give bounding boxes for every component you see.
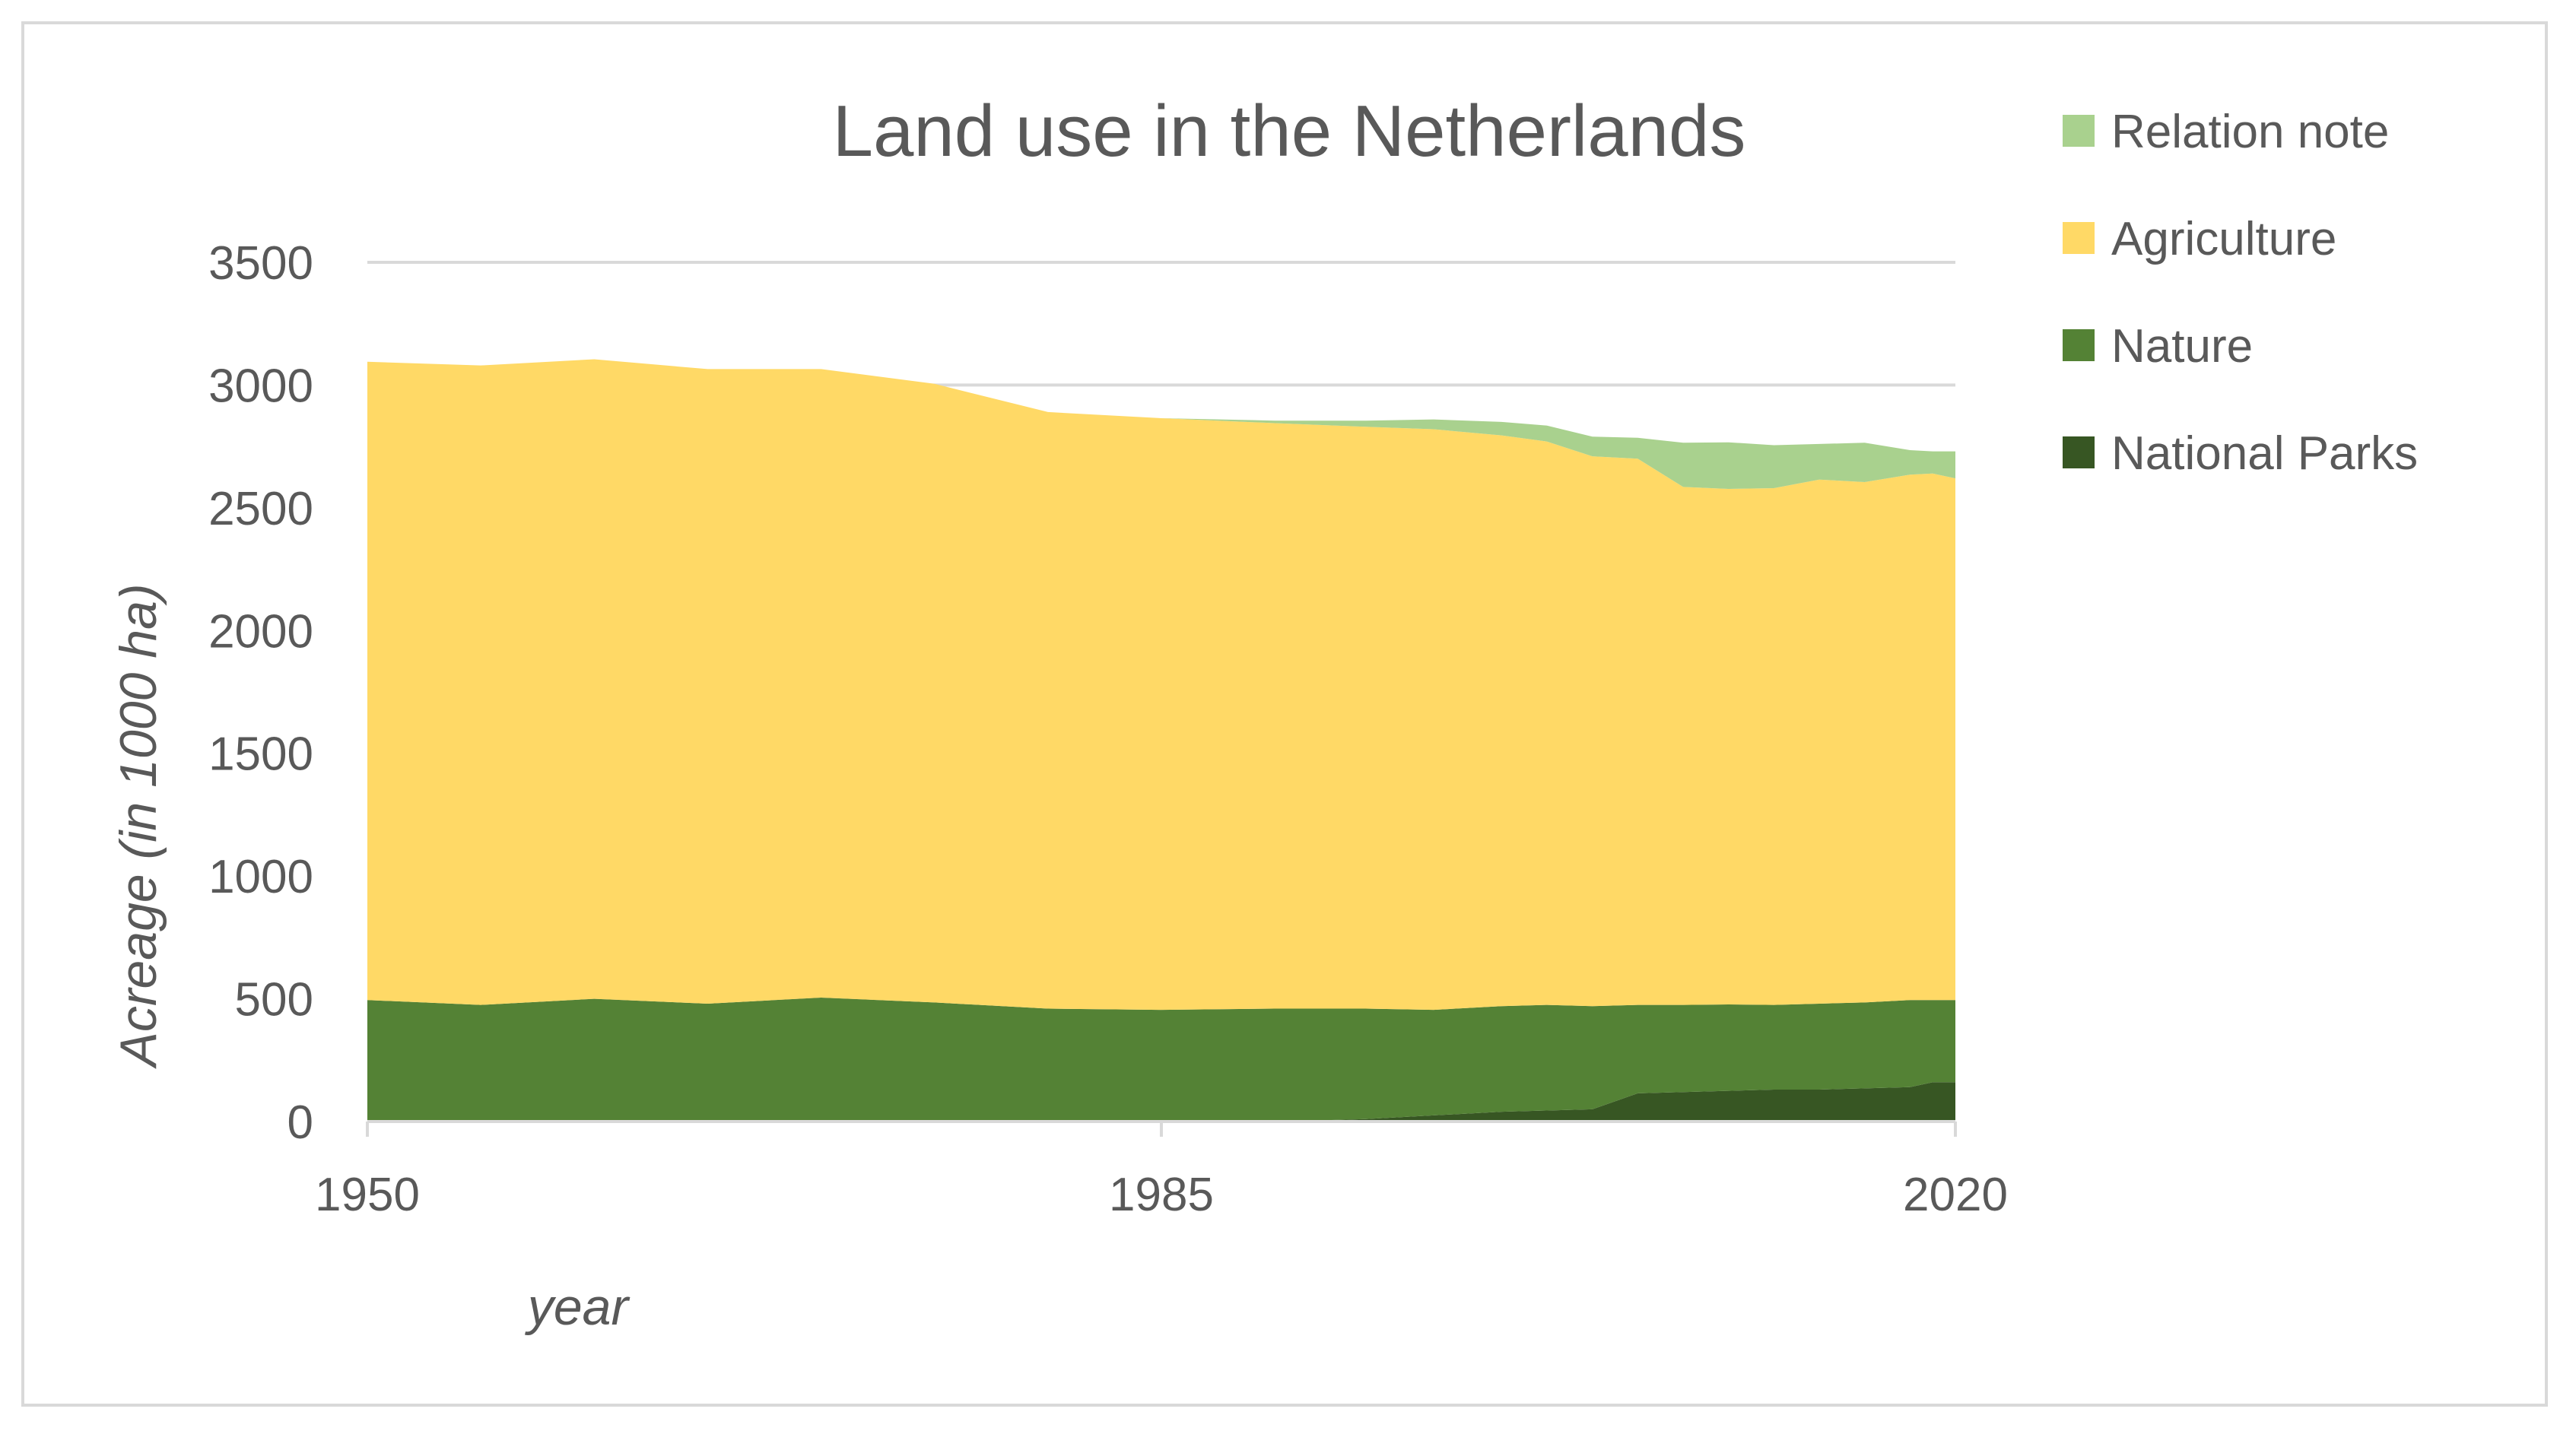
y-tick-label-3500: 3500 — [208, 237, 313, 290]
y-tick-label-1500: 1500 — [208, 728, 313, 781]
legend-label-nature: Nature — [2111, 320, 2253, 373]
legend-label-national-parks: National Parks — [2111, 427, 2418, 480]
area-relation-note — [367, 359, 1955, 489]
x-axis-title: year — [525, 1278, 631, 1336]
legend-label-agriculture: Agriculture — [2111, 213, 2336, 265]
area-agriculture — [367, 359, 1955, 1011]
y-axis-title: Acreage (in 1000 ha) — [110, 583, 167, 1069]
area-nature — [367, 998, 1955, 1122]
legend-swatch-national-parks — [2063, 436, 2095, 468]
y-tick-label-2500: 2500 — [208, 483, 313, 535]
y-tick-label-3000: 3000 — [208, 360, 313, 412]
y-tick-label-2000: 2000 — [208, 605, 313, 658]
chart-title: Land use in the Netherlands — [833, 90, 1746, 172]
axes: 0 500 1000 1500 2000 2500 3000 3500 1950 1985 2020 — [208, 237, 2008, 1221]
area-national-parks — [367, 1082, 1955, 1122]
legend-label-relation-note: Relation note — [2111, 106, 2389, 158]
y-tick-label-1000: 1000 — [208, 851, 313, 903]
x-tick-label-2020: 2020 — [1903, 1169, 2008, 1221]
x-tick-label-1950: 1950 — [315, 1169, 420, 1221]
legend-swatch-relation-note — [2063, 115, 2095, 147]
x-tick-label-1985: 1985 — [1109, 1169, 1214, 1221]
stacked-areas — [367, 359, 1955, 1122]
y-tick-label-500: 500 — [235, 974, 313, 1026]
legend-swatch-nature — [2063, 329, 2095, 361]
legend: Relation note Agriculture Nature National P… — [2063, 106, 2418, 480]
y-tick-label-0: 0 — [287, 1096, 313, 1149]
legend-swatch-agriculture — [2063, 222, 2095, 254]
